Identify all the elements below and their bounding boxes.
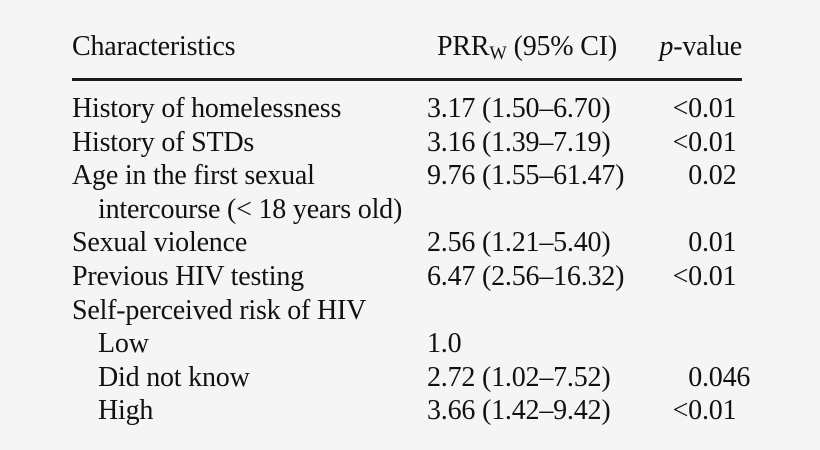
row-prr-value: 3.17 (1.50–6.70)	[427, 93, 611, 125]
row-prr-value: 2.56 (1.21–5.40)	[427, 227, 611, 259]
p-symbol: p	[659, 31, 674, 62]
row-p-value-int: <0	[672, 93, 703, 125]
row-label-line1: Age in the first sexual	[72, 160, 315, 192]
row-prr-value: 3.66 (1.42–9.42)	[427, 395, 611, 427]
row-label: Previous HIV testing	[72, 261, 304, 293]
row-p-value-frac: .02	[702, 160, 737, 192]
row-p-value-frac: .046	[702, 361, 751, 393]
row-prr-value: 6.47 (2.56–16.32)	[427, 261, 625, 293]
table-row: Sexual violence 2.56 (1.21–5.40) 0 .01	[72, 226, 742, 260]
table-row-group-header: Self-perceived risk of HIV	[72, 294, 742, 328]
row-prr-value: 1.0	[427, 328, 462, 360]
row-p-value-frac: .01	[702, 93, 737, 125]
table-row: History of homelessness 3.17 (1.50–6.70)…	[72, 92, 742, 126]
table-subrow: High 3.66 (1.42–9.42) <0 .01	[72, 394, 742, 428]
row-p-value-int: 0	[688, 361, 702, 393]
row-p-value-frac: .01	[702, 126, 737, 158]
table-row: Age in the first sexual intercourse (< 1…	[72, 159, 742, 226]
p-value-suffix: -value	[673, 31, 742, 62]
column-header-prr-ci: PRRW (95% CI)	[427, 30, 642, 70]
row-label: Age in the first sexual intercourse (< 1…	[72, 159, 427, 226]
column-header-characteristics: Characteristics	[72, 31, 236, 62]
row-p-value-frac: .01	[702, 395, 737, 427]
table-header-row: Characteristics PRRW (95% CI) p-value	[72, 30, 742, 70]
results-table: Characteristics PRRW (95% CI) p-value Hi…	[72, 30, 750, 428]
row-label: High	[98, 395, 154, 427]
row-prr-value: 9.76 (1.55–61.47)	[427, 160, 625, 192]
row-prr-value: 3.16 (1.39–7.19)	[427, 126, 611, 158]
row-p-value-frac: .01	[702, 261, 737, 293]
ci-label: (95% CI)	[506, 31, 618, 62]
column-header-p-value: p-value	[642, 30, 742, 64]
header-rule	[72, 78, 742, 82]
prr-subscript-w: W	[489, 43, 507, 64]
row-label: History of homelessness	[72, 93, 342, 125]
table-subrow: Did not know 2.72 (1.02–7.52) 0 .046	[72, 361, 750, 395]
row-label: Self-perceived risk of HIV	[72, 294, 367, 326]
row-p-value-int: <0	[672, 126, 703, 158]
row-p-value-int: 0	[688, 227, 702, 259]
row-label: History of STDs	[72, 126, 255, 158]
row-p-value-int: <0	[672, 395, 703, 427]
row-label: Low	[98, 328, 149, 360]
row-p-value-int: 0	[688, 160, 702, 192]
row-label-line2: intercourse (< 18 years old)	[98, 193, 403, 225]
table-subrow: Low 1.0	[72, 327, 742, 361]
row-p-value-frac: .01	[702, 227, 737, 259]
table-body: History of homelessness 3.17 (1.50–6.70)…	[72, 92, 750, 428]
row-label: Sexual violence	[72, 227, 248, 259]
row-p-value-int: <0	[672, 261, 703, 293]
prr-label: PRR	[437, 31, 490, 62]
table-row: History of STDs 3.16 (1.39–7.19) <0 .01	[72, 126, 742, 160]
table-row: Previous HIV testing 6.47 (2.56–16.32) <…	[72, 260, 742, 294]
row-prr-value: 2.72 (1.02–7.52)	[427, 361, 611, 393]
row-label: Did not know	[98, 361, 250, 393]
